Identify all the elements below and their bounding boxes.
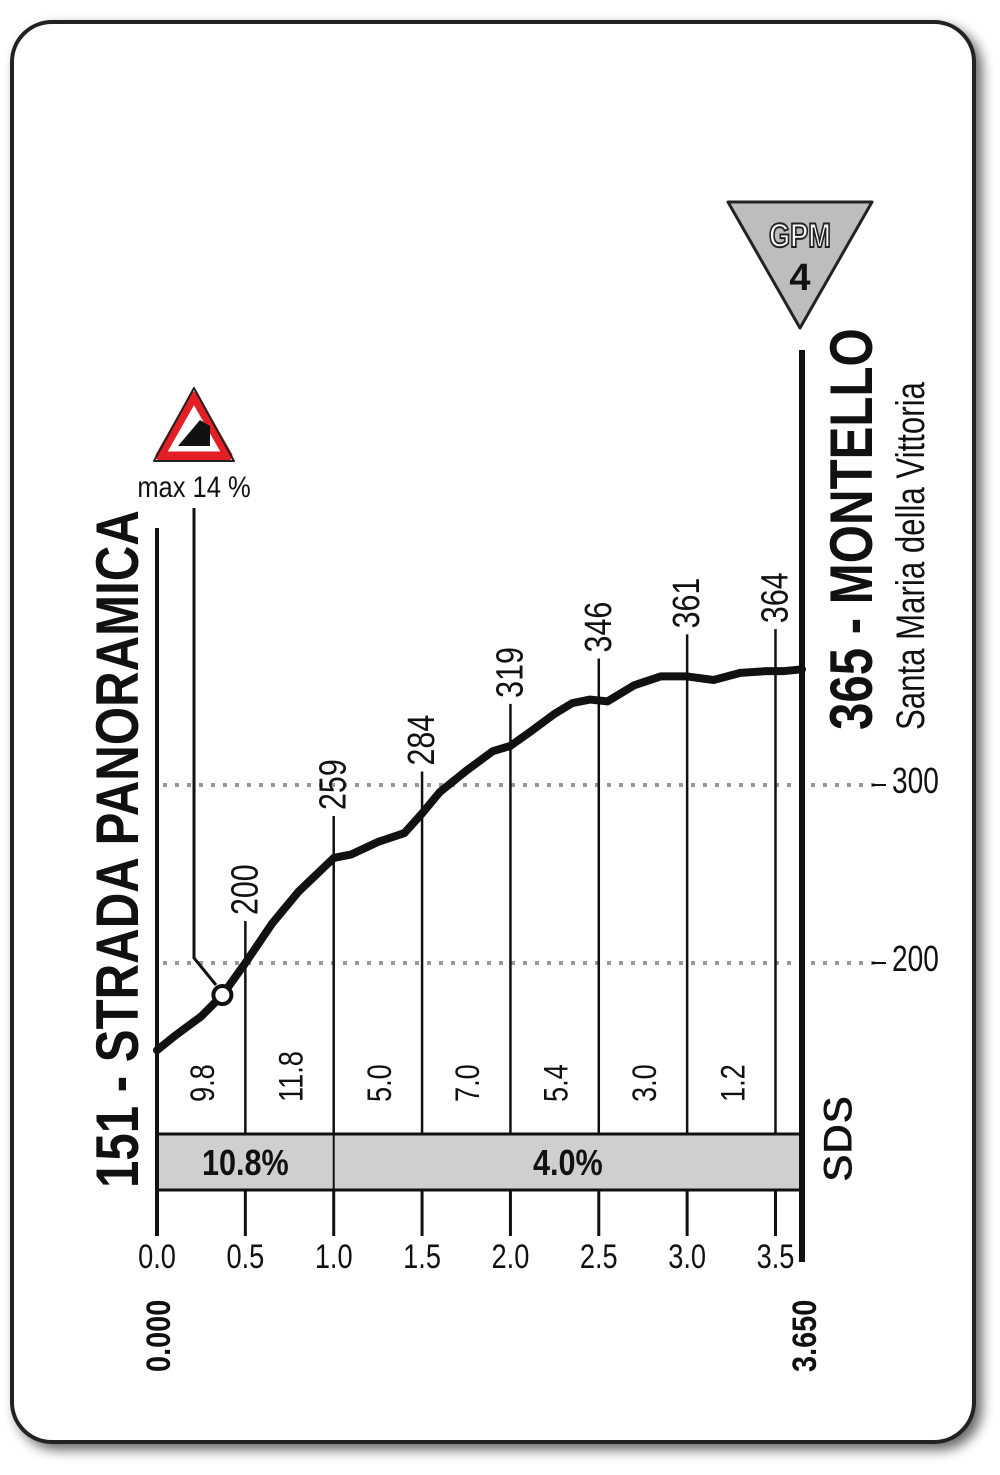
finish-label: 365 - MONTELLO [817, 328, 885, 730]
max-gradient-marker: max 14 % [137, 387, 251, 986]
segment-gradient-label: 9.8 [183, 1064, 222, 1102]
x-tick-label: 1.5 [403, 1237, 441, 1276]
gpm-title: GPM [769, 216, 831, 255]
avg-gradient-label: 4.0% [533, 1144, 603, 1184]
elevation-label: 346 [578, 602, 620, 653]
elevation-label: 284 [401, 715, 443, 766]
segment-gradient-label: 3.0 [625, 1064, 664, 1102]
warning-triangle-icon [155, 391, 233, 461]
max-gradient-label: max 14 % [137, 470, 250, 503]
elevation-label: 200 [224, 864, 266, 915]
x-tick-label: 2.0 [492, 1237, 530, 1276]
x-tick-label: 3.0 [668, 1237, 706, 1276]
x-tick-label: 0.0 [138, 1237, 176, 1276]
profile-line-layer [153, 665, 806, 1055]
brand-logo: SDS [814, 1096, 861, 1182]
segment-gradient-label: 5.0 [360, 1064, 399, 1102]
start-label: 151 - STRADA PANORAMICA [83, 510, 151, 1188]
elevation-label: 259 [313, 759, 355, 810]
gridline-label: 200 [892, 939, 939, 979]
finish-sublabel: Santa Maria della Vittoria [888, 382, 933, 730]
warning-triangle-outline [153, 387, 235, 462]
x-tick-label: 3.5 [757, 1237, 795, 1276]
segment-gradient-label: 1.2 [713, 1064, 752, 1102]
segment-gradient-label: 7.0 [448, 1064, 487, 1102]
elevation-label: 361 [666, 578, 708, 629]
gradient-band: 10.8% 4.0% [155, 1132, 804, 1192]
max-gradient-point [211, 984, 234, 1007]
segment-gradient-label: 5.4 [537, 1064, 576, 1102]
x-tick-label: 0.5 [226, 1237, 264, 1276]
elevation-label: 364 [754, 572, 796, 623]
elevation-label: 319 [489, 647, 531, 698]
x-tick-label: 1.0 [315, 1237, 353, 1276]
x-tick-label: 2.5 [580, 1237, 618, 1276]
slope-glyph-icon [178, 420, 210, 446]
gpm-badge: GPM 4 [726, 200, 874, 330]
segment-gradient-label: 11.8 [272, 1051, 311, 1102]
avg-gradient-label: 10.8% [202, 1144, 289, 1184]
card-frame [10, 20, 976, 1444]
start-km: 0.000 [139, 1300, 178, 1372]
gpm-triangle-icon [726, 200, 874, 330]
gpm-category: 4 [789, 257, 810, 299]
finish-km: 3.650 [785, 1300, 824, 1372]
label-layer: 200 259 284 319 346 361 364 9.8 11.8 5.0 7.0 5.4 3.0… [183, 572, 796, 1102]
profile-line [153, 665, 806, 1055]
max-gradient-leader [192, 508, 218, 986]
gridline-label: 300 [892, 761, 939, 801]
x-axis: 0.0 0.5 1.0 1.5 2.0 2.5 3.0 3.5 [138, 350, 805, 1276]
grid-layer: 200 300 [163, 761, 939, 979]
